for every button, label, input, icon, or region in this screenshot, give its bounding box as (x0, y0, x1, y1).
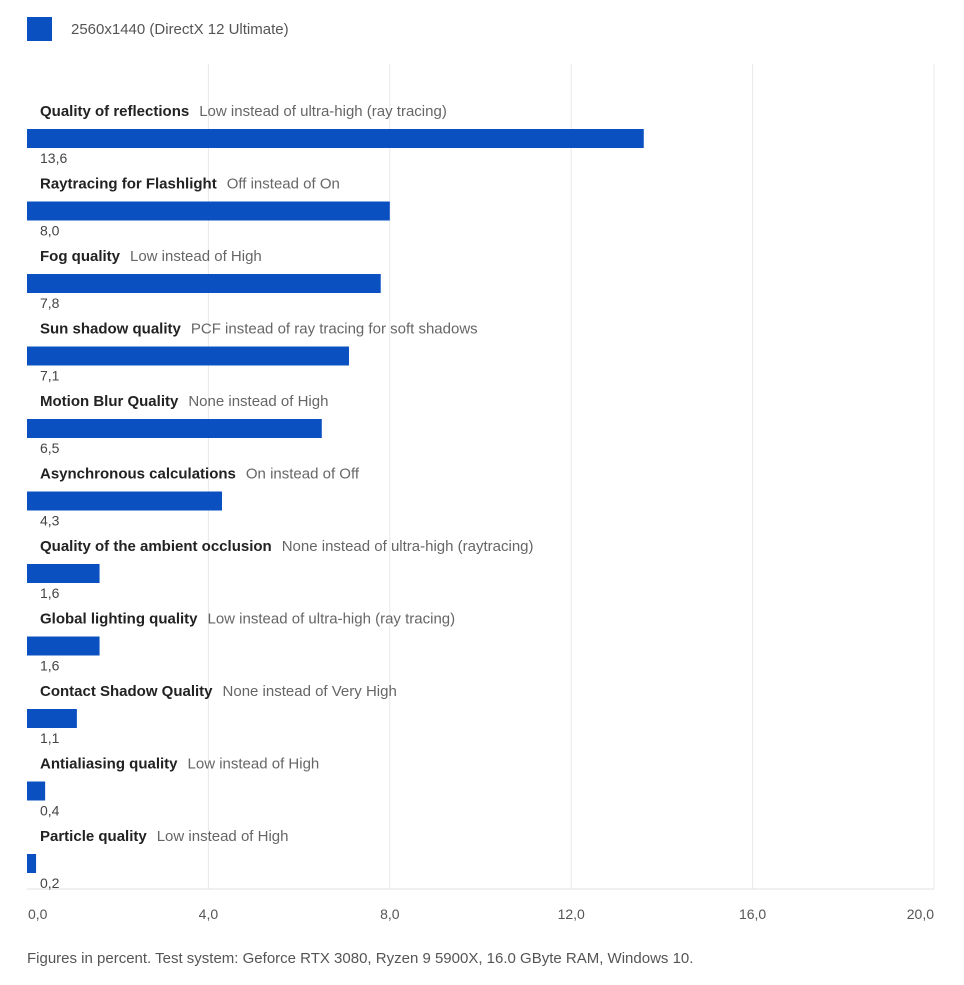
bar (27, 201, 390, 221)
bar-category-label: Fog quality Low instead of High (40, 248, 262, 265)
bar (27, 491, 223, 511)
chart-footnote: Figures in percent. Test system: Geforce… (27, 950, 694, 967)
bar-category-label: Sun shadow quality PCF instead of ray tra… (40, 321, 478, 338)
bar (27, 274, 381, 293)
x-tick-label: 12,0 (558, 906, 585, 922)
bar-category-label: Raytracing for Flashlight Off instead of … (40, 176, 340, 193)
legend-swatch (27, 17, 52, 41)
bar (27, 854, 37, 873)
x-tick-label: 8,0 (380, 906, 400, 922)
bar-value-label: 1,6 (40, 585, 60, 601)
bar (27, 781, 46, 801)
bar (27, 709, 77, 728)
bar-chart: 0,0 4,0 8,0 12,0 16,0 20,0 Quality of reflecti… (27, 64, 935, 922)
bar-value-label: 8,0 (40, 223, 60, 239)
category-description: None instead of Very High (223, 683, 397, 700)
category-description: Low instead of ultra-high (ray tracing) (199, 103, 447, 120)
category-name: Sun shadow quality (40, 321, 182, 338)
bar-category-label: Motion Blur Quality None instead of High (40, 393, 328, 410)
x-tick-label: 0,0 (28, 906, 48, 922)
category-name: Quality of reflections (40, 103, 189, 120)
category-name: Contact Shadow Quality (40, 683, 213, 700)
x-tick-label: 4,0 (199, 906, 219, 922)
category-name: Particle quality (40, 828, 147, 845)
legend-label: 2560x1440 (DirectX 12 Ultimate) (71, 20, 289, 38)
bar-value-label: 1,1 (40, 730, 60, 746)
category-name: Antialiasing quality (40, 756, 178, 773)
bar (27, 564, 100, 583)
bar-category-label: Asynchronous calculations On instead of O… (40, 466, 360, 483)
bar (27, 419, 322, 438)
category-description: Low instead of High (188, 756, 320, 773)
category-name: Fog quality (40, 248, 121, 265)
category-name: Quality of the ambient occlusion (40, 538, 272, 555)
bar-value-label: 7,8 (40, 295, 60, 311)
bar (27, 346, 349, 366)
x-tick-label: 20,0 (907, 906, 934, 922)
bar (27, 129, 644, 148)
category-name: Raytracing for Flashlight (40, 176, 217, 193)
category-description: On instead of Off (246, 466, 360, 483)
category-name: Asynchronous calculations (40, 466, 236, 483)
category-description: Low instead of ultra-high (ray tracing) (208, 611, 456, 628)
bar-category-label: Antialiasing quality Low instead of High (40, 756, 319, 773)
category-description: Low instead of High (157, 828, 289, 845)
bar-value-label: 7,1 (40, 368, 60, 384)
bar (27, 636, 100, 656)
category-description: Low instead of High (130, 248, 262, 265)
category-description: Off instead of On (227, 176, 340, 193)
category-description: None instead of High (188, 393, 328, 410)
x-tick-label: 16,0 (739, 906, 766, 922)
bar-value-label: 0,4 (40, 803, 60, 819)
bar-value-label: 6,5 (40, 440, 60, 456)
bar-category-label: Global lighting quality Low instead of ul… (40, 611, 455, 628)
bar-category-label: Particle quality Low instead of High (40, 828, 288, 845)
bar-value-label: 0,2 (40, 875, 60, 891)
bar-category-label: Quality of the ambient occlusion None ins… (40, 538, 534, 555)
chart-legend: 2560x1440 (DirectX 12 Ultimate) (27, 17, 289, 41)
bar-category-label: Contact Shadow Quality None instead of Ve… (40, 683, 397, 700)
bar-value-label: 1,6 (40, 658, 60, 674)
category-name: Motion Blur Quality (40, 393, 179, 410)
category-name: Global lighting quality (40, 611, 198, 628)
category-description: None instead of ultra-high (raytracing) (282, 538, 534, 555)
bar-value-label: 4,3 (40, 513, 60, 529)
category-description: PCF instead of ray tracing for soft shad… (191, 321, 478, 338)
bar-category-label: Quality of reflections Low instead of ult… (40, 103, 447, 120)
bar-value-label: 13,6 (40, 150, 67, 166)
